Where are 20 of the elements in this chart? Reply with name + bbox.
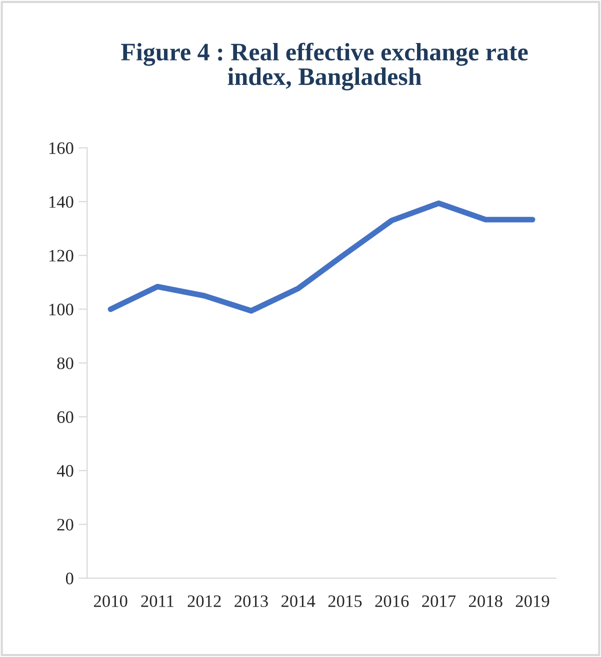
y-tick-label: 120 [49, 250, 74, 262]
y-tick-label: 20 [57, 518, 74, 531]
y-tick-label: 140 [49, 196, 74, 208]
x-tick-label: 2018 [469, 595, 502, 608]
y-tick-label: 100 [49, 304, 74, 316]
y-tick-label: 60 [57, 411, 74, 423]
x-tick-label: 2013 [234, 595, 268, 608]
x-tick-label: 2015 [328, 595, 362, 608]
y-tick-label: 0 [66, 572, 74, 584]
y-tick-label: 160 [49, 142, 74, 154]
x-tick-label: 2012 [188, 595, 221, 608]
y-tick-label: 40 [56, 465, 74, 477]
x-tick-label: 2011 [141, 595, 174, 608]
x-tick-label: 2016 [375, 595, 409, 608]
chart-title: Figure 4 : Real effective exchange rate index, Bangladesh [121, 42, 528, 90]
x-tick-label: 2017 [422, 595, 456, 608]
x-tick-label: 2010 [94, 595, 128, 608]
y-tick-label: 80 [57, 357, 74, 370]
x-tick-label: 2014 [281, 595, 316, 608]
x-tick-label: 2019 [516, 595, 550, 608]
